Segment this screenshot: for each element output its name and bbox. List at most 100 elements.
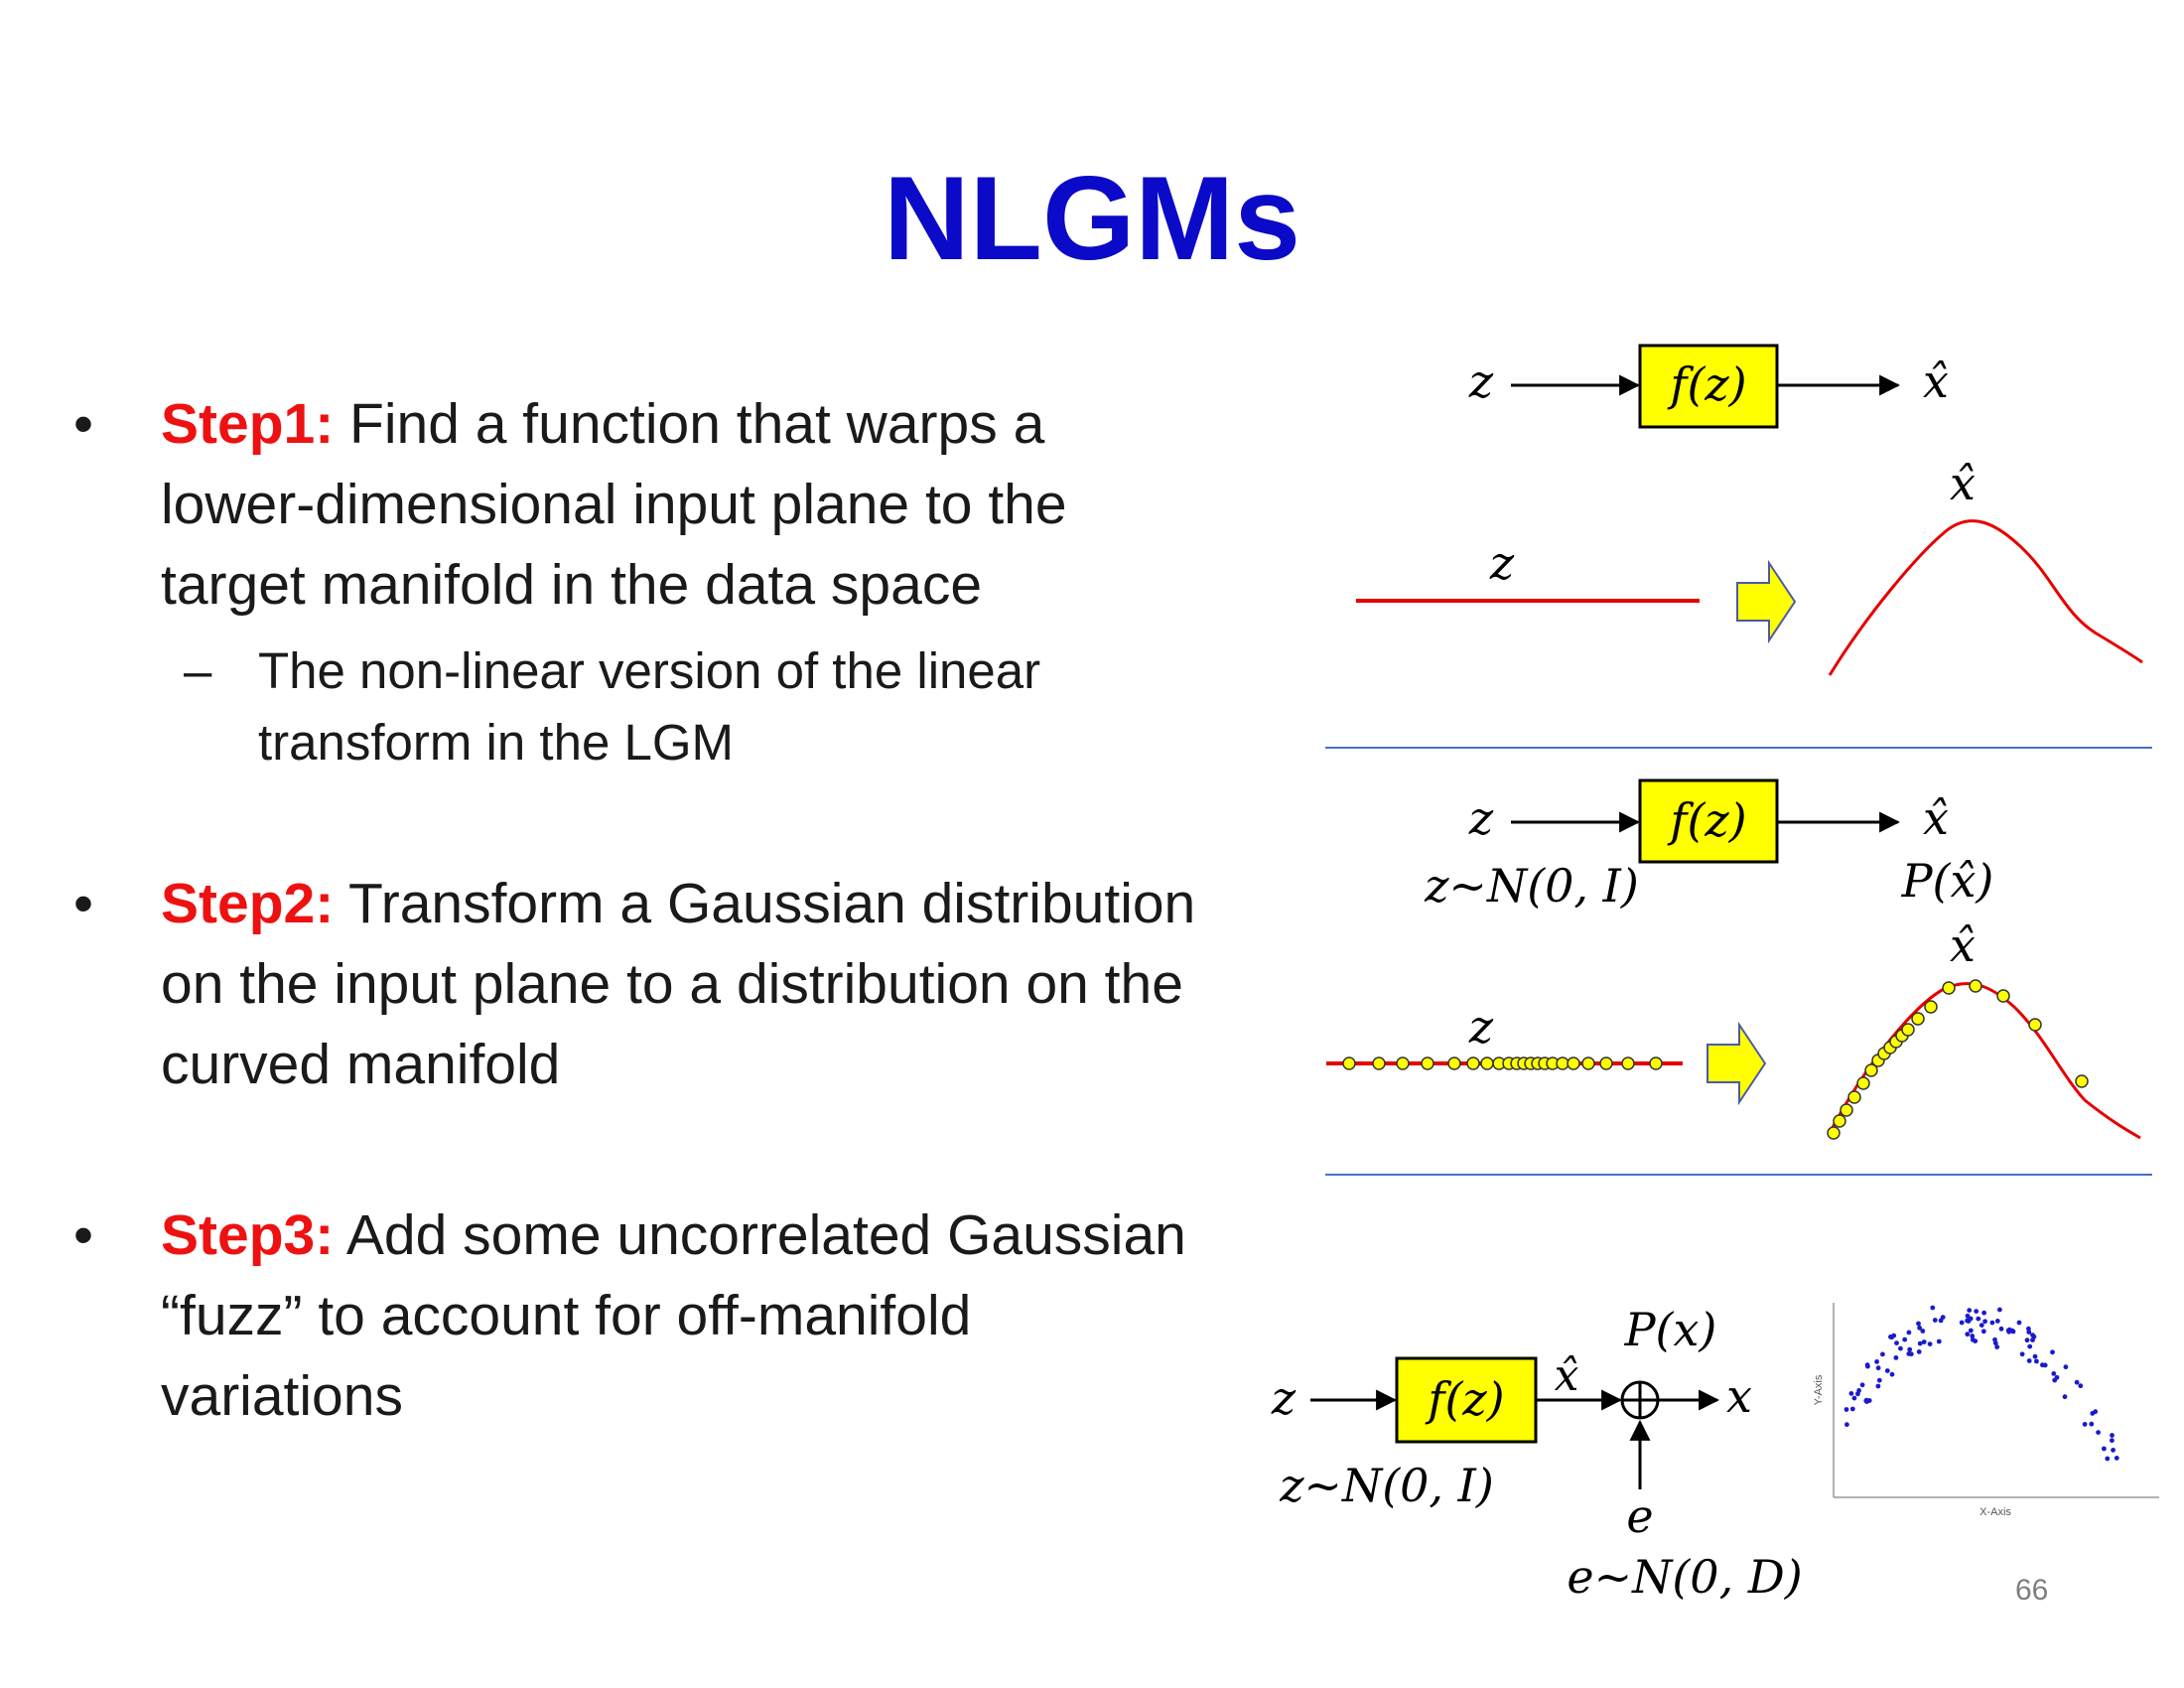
d1-line-label: z	[1489, 536, 1515, 590]
scatter-point	[2024, 1337, 2030, 1343]
sample-point	[1447, 1056, 1461, 1070]
scatter-point	[2027, 1343, 2033, 1349]
sample-point	[1901, 1023, 1915, 1037]
scatter-point	[1916, 1349, 1922, 1354]
sample-point	[1556, 1056, 1570, 1070]
sample-point	[1942, 981, 1956, 995]
sub-bullet-step1: – The non-linear version of the linear t…	[184, 635, 1176, 778]
scatter-point	[1970, 1334, 1976, 1338]
sample-point	[1840, 1103, 1853, 1117]
scatter-point	[2102, 1446, 2107, 1452]
d2-input-label: z	[1468, 791, 1494, 845]
scatter-point	[1843, 1407, 1849, 1412]
scatter-point	[1994, 1319, 2000, 1324]
d2-output-distribution: P(x̂)	[1901, 854, 1994, 908]
d2-function-box	[1638, 778, 1779, 864]
scatter-point	[2042, 1362, 2048, 1368]
scatter-point	[1856, 1388, 1861, 1393]
scatter-point	[1965, 1332, 1971, 1337]
sample-point	[2028, 1018, 2042, 1032]
scatter-point	[2051, 1371, 2057, 1376]
scatter-point	[1981, 1310, 1986, 1316]
step-label: Step2:	[161, 872, 335, 935]
sample-point	[1599, 1056, 1613, 1070]
d3-output-distribution: P(x)	[1624, 1303, 1717, 1356]
scatter-point	[1927, 1341, 1933, 1346]
step-text: Transform a Gaussian distribution on the…	[161, 872, 1196, 1096]
bullet-step2: • Step2: Transform a Gaussian distributi…	[73, 864, 1205, 1105]
sample-point	[1969, 979, 1982, 993]
d3-function-box	[1395, 1356, 1538, 1444]
bullet-dot: •	[73, 1203, 93, 1267]
scatter-point	[1980, 1329, 1986, 1335]
scatter-point	[2111, 1448, 2116, 1453]
sample-point	[1847, 1090, 1861, 1104]
circled-plus-icon	[1620, 1380, 1660, 1420]
sample-point	[2075, 1074, 2089, 1088]
d3-noise-label: e	[1626, 1489, 1653, 1543]
scatter-point	[1974, 1309, 1979, 1314]
sub-dash: –	[184, 642, 212, 699]
scatter-point	[1880, 1351, 1885, 1357]
scatter-point	[2063, 1364, 2069, 1370]
scatter-point	[1874, 1359, 1879, 1364]
scatter-point	[2016, 1320, 2022, 1326]
scatter-point	[1967, 1308, 1973, 1313]
scatter-point	[1917, 1325, 1922, 1331]
scatter-point	[1997, 1307, 2002, 1313]
d1-function-label: f(z)	[1667, 357, 1746, 411]
step-label: Step3:	[161, 1203, 335, 1267]
sample-point	[1621, 1056, 1635, 1070]
sample-point	[1421, 1056, 1434, 1070]
scatter-point	[2062, 1394, 2068, 1400]
sample-point	[1911, 1012, 1925, 1026]
diagram-3: z f(z) x̂ x P(x) e e~N(0, D) z~N(0, I) Y…	[1271, 1303, 2159, 1604]
sample-point	[1864, 1063, 1878, 1077]
scatter-point	[1902, 1336, 1908, 1342]
d2-line-label: z	[1468, 1000, 1494, 1054]
scatter-point	[2110, 1433, 2115, 1438]
sample-point	[1827, 1126, 1841, 1140]
sample-point	[1924, 1000, 1938, 1014]
d1-output-label: x̂	[1923, 354, 1949, 408]
d2-input-distribution: z~N(0, I)	[1424, 859, 1639, 913]
scatter-point	[1982, 1319, 1987, 1325]
d2-output-samples	[1827, 979, 2089, 1140]
scatter-point	[1916, 1321, 1921, 1327]
scatter-point	[2114, 1456, 2119, 1461]
d2-output-label: x̂	[1923, 791, 1949, 845]
scatter-point	[2026, 1330, 2032, 1335]
scatter-point	[1884, 1368, 1890, 1373]
scatter-point	[2110, 1438, 2115, 1444]
scatter-point	[1976, 1316, 1981, 1322]
scatter-point	[1888, 1335, 1893, 1339]
scatter-point	[1859, 1382, 1865, 1388]
bullet-step1: • Step1: Find a function that warps a lo…	[73, 384, 1205, 626]
scatter-point	[1865, 1363, 1870, 1369]
step-text: Find a function that warps a lower-dimen…	[161, 392, 1067, 617]
right-arrow-icon	[1706, 1021, 1767, 1106]
sample-point	[1833, 1114, 1846, 1128]
scatter-point	[2026, 1358, 2032, 1363]
scatter-x-axis-label: X-Axis	[1979, 1506, 2011, 1518]
diagram-2: z f(z) x̂ z~N(0, I) P(x̂) z x̂	[1326, 778, 2141, 1140]
scatter-point	[2032, 1353, 2038, 1359]
scatter-point	[2034, 1358, 2039, 1364]
scatter-point	[1959, 1320, 1965, 1326]
sub-text: The non-linear version of the linear tra…	[258, 642, 1041, 771]
step-text: Add some uncorrelated Gaussian “fuzz” to…	[161, 1203, 1186, 1428]
scatter-point	[1917, 1340, 1923, 1346]
bullet-step3: • Step3: Add some uncorrelated Gaussian …	[73, 1196, 1205, 1437]
scatter-point	[2082, 1422, 2088, 1427]
scatter-point	[1851, 1395, 1857, 1401]
scatter-point	[2090, 1411, 2096, 1416]
d3-input-distribution: z~N(0, I)	[1279, 1459, 1494, 1512]
d2-function-label: f(z)	[1667, 793, 1746, 847]
scatter-point	[1906, 1351, 1912, 1356]
scatter-point	[2009, 1328, 2015, 1334]
page-number: 66	[2015, 1574, 2049, 1607]
d2-input-samples	[1342, 1056, 1663, 1070]
scatter-point	[1906, 1330, 1912, 1336]
right-arrow-icon	[1736, 559, 1797, 644]
